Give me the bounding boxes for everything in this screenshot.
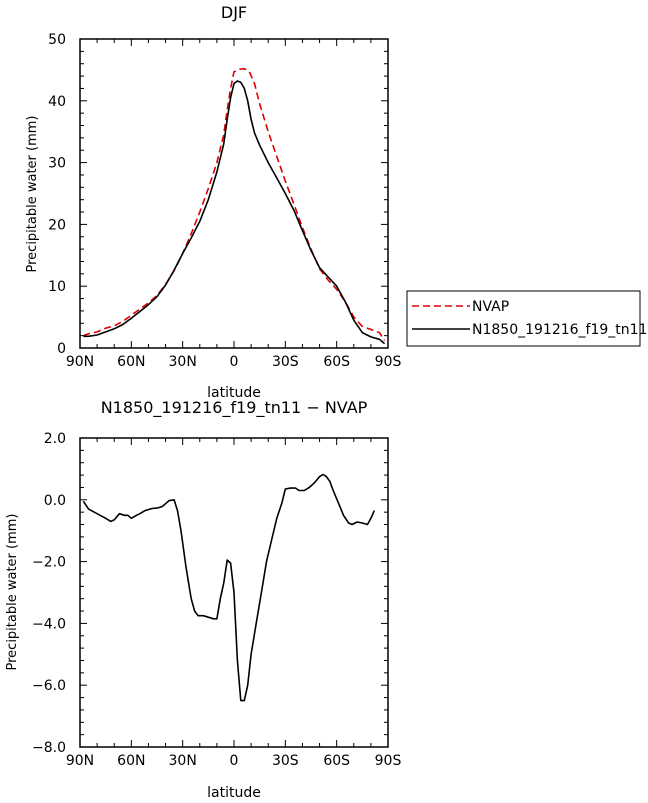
bottom-chart-x-tick-label: 90N: [66, 753, 94, 769]
bottom-chart-y-axis-label: Precipitable water (mm): [5, 514, 20, 671]
bottom-chart-y-tick-label: −6.0: [32, 678, 66, 694]
top-chart-x-axis-label: latitude: [207, 385, 261, 401]
top-chart-x-tick-label: 60N: [117, 354, 145, 370]
bottom-chart-x-tick-label: 60N: [117, 753, 145, 769]
bottom-chart-x-tick-label: 90S: [375, 753, 402, 769]
top-chart-title: DJF: [221, 3, 247, 22]
top-chart-y-axis-label: Precipitable water (mm): [25, 116, 40, 273]
top-chart-y-tick-label: 40: [48, 94, 66, 110]
legend-label-model: N1850_191216_f19_tn11: [472, 322, 647, 338]
top-chart-y-tick-label: 20: [48, 217, 66, 233]
top-chart: DJF Precipitable water (mm) latitude 90N…: [25, 3, 401, 401]
bottom-chart-y-tick-label: 2.0: [44, 431, 66, 447]
top-chart-y-tick-label: 10: [48, 279, 66, 295]
top-chart-y-tick-label: 50: [48, 32, 66, 48]
top-chart-x-tick-label: 30N: [169, 354, 197, 370]
bottom-chart-x-tick-label: 0: [230, 753, 239, 769]
bottom-chart-y-tick-label: −2.0: [32, 555, 66, 571]
bottom-chart-y-tick-label: −8.0: [32, 740, 66, 756]
bottom-chart-plot-frame: [79, 437, 389, 748]
top-chart-x-tick-label: 0: [230, 354, 239, 370]
bottom-chart-x-tick-label: 30S: [272, 753, 299, 769]
legend: NVAP N1850_191216_f19_tn11: [406, 290, 647, 347]
top-chart-series-line-1: [83, 80, 386, 345]
top-chart-plot-frame: [79, 38, 389, 349]
bottom-chart-title: N1850_191216_f19_tn11 − NVAP: [101, 398, 368, 418]
top-chart-x-tick-label: 60S: [323, 354, 350, 370]
top-chart-x-tick-label: 90S: [375, 354, 402, 370]
top-chart-y-tick-label: 0: [57, 341, 66, 357]
bottom-chart-x-tick-label: 60S: [323, 753, 350, 769]
legend-label-nvap: NVAP: [472, 299, 509, 315]
top-chart-series-line-0: [83, 67, 386, 342]
bottom-chart: N1850_191216_f19_tn11 − NVAP Precipitabl…: [5, 398, 401, 801]
top-chart-x-tick-label: 90N: [66, 354, 94, 370]
bottom-chart-x-tick-label: 30N: [169, 753, 197, 769]
top-chart-y-tick-label: 30: [48, 156, 66, 172]
bottom-chart-x-axis-label: latitude: [207, 785, 261, 801]
legend-box: [406, 290, 641, 347]
bottom-chart-y-tick-label: −4.0: [32, 616, 66, 632]
bottom-chart-y-tick-label: 0.0: [44, 493, 66, 509]
top-chart-x-tick-label: 30S: [272, 354, 299, 370]
bottom-chart-series-line-0: [82, 473, 376, 702]
